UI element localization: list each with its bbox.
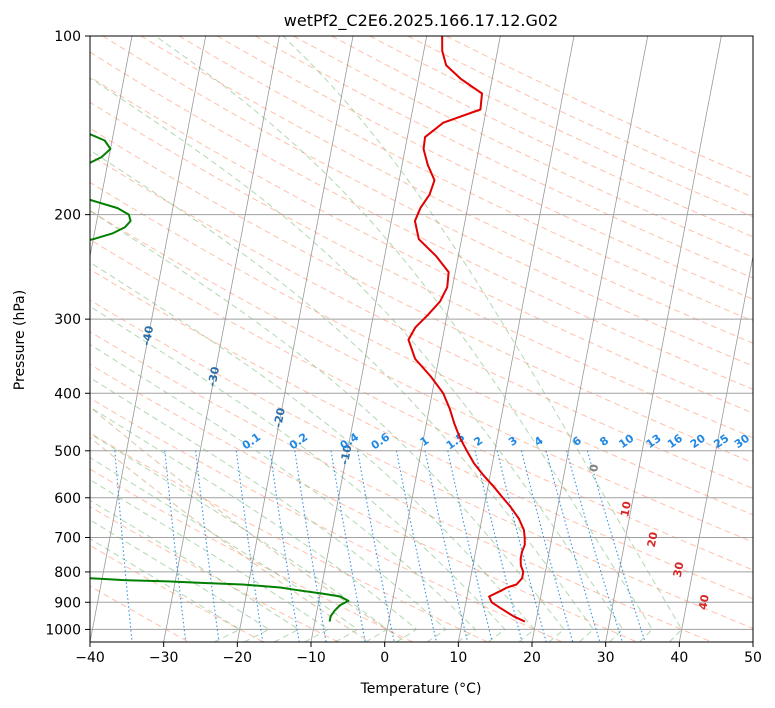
x-tick-label: −10: [296, 650, 326, 666]
x-tick-label: 20: [523, 650, 541, 666]
x-tick-label: −40: [75, 650, 105, 666]
mixing-ratio-line: [424, 450, 469, 642]
mixing-ratio-line: [586, 450, 646, 642]
moist-adiabat: [155, 36, 653, 642]
ice-isotherm-label: -40: [140, 324, 157, 346]
isotherm: [457, 36, 575, 642]
theta-label: 10: [618, 500, 634, 518]
mixing-ratio-line: [520, 450, 574, 642]
moist-adiabat: [90, 519, 271, 642]
isotherm: [678, 253, 753, 642]
mixing-ratio-line: [545, 450, 601, 642]
y-tick-label: 1000: [45, 622, 81, 638]
moist-adiabat: [90, 261, 536, 642]
theta-label: 40: [696, 593, 712, 611]
mixing-ratio-line: [566, 450, 623, 642]
dry-adiabat: [90, 585, 190, 642]
dry-adiabat: [90, 181, 753, 516]
dry-adiabat: [90, 331, 712, 642]
x-axis-label: Temperature (°C): [360, 681, 482, 697]
dry-adiabat: [90, 363, 638, 642]
moist-adiabat: [90, 305, 506, 642]
chart-title: wetPf2_C2E6.2025.166.17.12.G02: [284, 11, 558, 31]
mixing-ratio-line: [496, 450, 547, 642]
moist-adiabat: [90, 499, 300, 642]
ice-isotherm-label: -10: [338, 443, 355, 465]
x-tick-label: 50: [744, 650, 762, 666]
x-tick-label: −20: [223, 650, 253, 666]
ice-isotherm-label: -30: [206, 365, 223, 387]
frost-curve: [90, 436, 370, 642]
isotherm: [90, 36, 133, 259]
moist-adiabat: [90, 479, 330, 642]
y-tick-label: 100: [54, 29, 81, 45]
moist-adiabat: [90, 149, 594, 642]
y-tick-label: 500: [54, 444, 81, 460]
frost-curve: [90, 406, 407, 642]
isotherm: [384, 36, 501, 642]
y-tick-label: 300: [54, 312, 81, 328]
isotherm: [605, 36, 722, 642]
temperature-line: [407, 36, 526, 623]
theta-label: 20: [645, 531, 661, 549]
mixing-ratio-line: [235, 450, 264, 642]
mixing-ratio-label: 36: [752, 431, 772, 451]
moist-adiabat: [282, 36, 683, 642]
y-tick-label: 700: [54, 531, 81, 547]
isotherm-labels: -100-90-80-70-60-50-40-30-20-10010203040…: [90, 285, 772, 611]
x-tick-label: 0: [380, 650, 389, 666]
moist-adiabat: [90, 210, 565, 642]
x-tick-label: −30: [149, 650, 179, 666]
y-tick-label: 400: [54, 386, 81, 402]
mixing-ratio-line: [164, 450, 187, 642]
moist-adiabat: [90, 538, 241, 642]
ice-isotherm-label: -20: [271, 406, 288, 428]
plot-frame: [89, 35, 754, 643]
mixing-ratio-line: [395, 450, 437, 642]
dry-adiabat: [90, 397, 563, 642]
dry-adiabat: [90, 432, 488, 642]
mixing-ratio-line: [195, 450, 220, 642]
x-tick-label: 10: [449, 650, 467, 666]
mixing-ratio-line: [357, 450, 395, 642]
mixing-ratio-line: [447, 450, 493, 642]
y-axis-label: Pressure (hPa): [12, 290, 28, 390]
mixing-ratio-line: [114, 450, 133, 642]
isotherm: [310, 36, 428, 642]
isotherm: [236, 36, 354, 642]
dry-adiabat: [90, 154, 753, 490]
x-tick-label: 40: [670, 650, 688, 666]
x-tick-label: 30: [597, 650, 615, 666]
moist-adiabat: [90, 77, 624, 642]
moist-adiabat: [90, 343, 477, 642]
theta-label: 0: [587, 463, 601, 473]
dry-adiabat: [90, 299, 753, 629]
theta-label: 30: [671, 560, 687, 578]
background-lines: [90, 36, 753, 642]
y-tick-label: 200: [54, 208, 81, 224]
isotherm: [163, 36, 280, 642]
dry-adiabat: [90, 505, 339, 642]
y-tick-label: 900: [54, 595, 81, 611]
axes: −40 −30 −20 −10 0 10 20 30 40 5010020030040050060…: [45, 29, 762, 666]
isotherm: [90, 36, 207, 642]
moist-adiabat: [90, 406, 418, 642]
isotherm: [531, 36, 649, 642]
data-lines: [90, 36, 526, 623]
y-tick-label: 600: [54, 491, 81, 507]
y-tick-label: 800: [54, 565, 81, 581]
